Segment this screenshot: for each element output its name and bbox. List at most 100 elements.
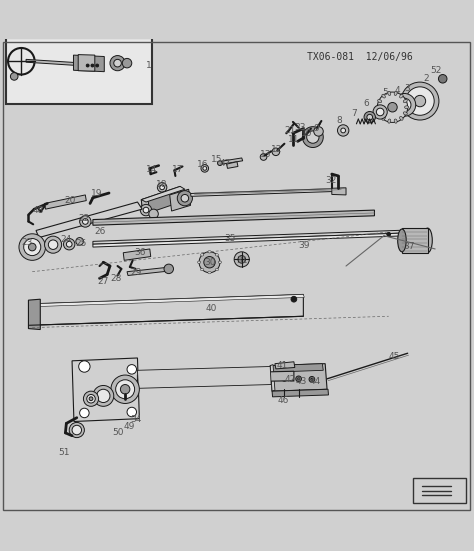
- Ellipse shape: [394, 119, 397, 123]
- Polygon shape: [93, 230, 409, 244]
- Text: 47: 47: [220, 159, 231, 168]
- Ellipse shape: [400, 116, 403, 120]
- Circle shape: [79, 361, 90, 372]
- Circle shape: [203, 166, 207, 170]
- Ellipse shape: [201, 268, 204, 271]
- Circle shape: [234, 252, 249, 267]
- Polygon shape: [78, 55, 95, 71]
- Ellipse shape: [423, 228, 432, 253]
- Text: 28: 28: [110, 274, 121, 283]
- Polygon shape: [93, 233, 409, 247]
- Text: 25: 25: [76, 239, 87, 249]
- Text: 11: 11: [288, 136, 300, 144]
- Circle shape: [260, 154, 267, 160]
- Circle shape: [64, 239, 75, 250]
- Text: 8: 8: [337, 116, 342, 126]
- Circle shape: [120, 385, 130, 394]
- Bar: [6, 37, 152, 104]
- Circle shape: [406, 87, 434, 115]
- Polygon shape: [270, 365, 275, 391]
- Text: 22: 22: [79, 214, 90, 223]
- Ellipse shape: [404, 106, 409, 109]
- Text: 2: 2: [424, 74, 429, 83]
- Text: 26: 26: [95, 227, 106, 236]
- Text: 13: 13: [260, 150, 271, 159]
- Text: 4: 4: [394, 85, 400, 95]
- Text: TX06-081  12/06/96: TX06-081 12/06/96: [307, 52, 413, 62]
- Polygon shape: [28, 299, 40, 329]
- Ellipse shape: [394, 91, 397, 95]
- Ellipse shape: [201, 253, 204, 256]
- Circle shape: [387, 233, 391, 236]
- Polygon shape: [93, 210, 374, 225]
- Circle shape: [91, 64, 94, 67]
- Polygon shape: [26, 60, 100, 67]
- Text: 52: 52: [430, 66, 442, 75]
- Circle shape: [122, 58, 132, 68]
- Circle shape: [311, 379, 313, 380]
- Text: 29: 29: [130, 268, 141, 277]
- Text: 15: 15: [211, 155, 223, 164]
- Circle shape: [367, 115, 373, 120]
- Circle shape: [10, 73, 18, 80]
- Circle shape: [97, 389, 110, 403]
- Text: 37: 37: [403, 241, 414, 251]
- Circle shape: [181, 195, 189, 202]
- Circle shape: [218, 161, 222, 165]
- Circle shape: [149, 209, 158, 219]
- Polygon shape: [141, 186, 182, 215]
- Ellipse shape: [403, 100, 407, 102]
- Circle shape: [110, 56, 125, 71]
- Text: 21: 21: [284, 126, 296, 135]
- Text: 9: 9: [313, 124, 319, 133]
- Circle shape: [393, 94, 416, 116]
- Circle shape: [298, 378, 300, 380]
- Text: 33: 33: [295, 123, 306, 132]
- Text: 27: 27: [98, 277, 109, 285]
- Text: 35: 35: [225, 234, 236, 243]
- Text: 18: 18: [156, 180, 168, 188]
- Circle shape: [157, 182, 167, 192]
- Circle shape: [28, 244, 36, 251]
- Ellipse shape: [208, 251, 211, 253]
- Circle shape: [238, 256, 246, 263]
- Text: 36: 36: [135, 249, 146, 257]
- Circle shape: [307, 131, 319, 143]
- Circle shape: [201, 165, 209, 172]
- Text: 19: 19: [91, 190, 103, 198]
- Text: 40: 40: [206, 304, 217, 313]
- Text: 41: 41: [277, 361, 288, 370]
- Text: 20: 20: [64, 196, 76, 205]
- Circle shape: [160, 185, 164, 190]
- Text: 51: 51: [59, 449, 70, 457]
- Circle shape: [87, 395, 95, 403]
- Bar: [413, 478, 466, 503]
- Text: 49: 49: [123, 422, 135, 431]
- Text: 7: 7: [352, 109, 357, 118]
- Polygon shape: [36, 202, 142, 237]
- Text: 45: 45: [389, 352, 400, 360]
- Ellipse shape: [403, 112, 407, 115]
- Polygon shape: [275, 362, 295, 369]
- Polygon shape: [218, 158, 243, 165]
- Polygon shape: [137, 371, 294, 383]
- Ellipse shape: [400, 94, 403, 98]
- Ellipse shape: [388, 119, 391, 123]
- Circle shape: [376, 108, 384, 116]
- Polygon shape: [141, 198, 150, 215]
- Polygon shape: [332, 188, 346, 195]
- Text: 16: 16: [197, 160, 209, 169]
- Circle shape: [96, 64, 99, 67]
- Circle shape: [83, 391, 99, 406]
- Text: 48: 48: [32, 206, 44, 214]
- Text: 12: 12: [271, 145, 283, 154]
- Circle shape: [377, 92, 408, 122]
- Text: 44: 44: [309, 377, 320, 386]
- Polygon shape: [127, 267, 172, 276]
- Text: 14: 14: [146, 165, 157, 174]
- Polygon shape: [137, 366, 271, 388]
- Polygon shape: [270, 364, 327, 391]
- Polygon shape: [170, 189, 191, 211]
- Circle shape: [111, 375, 139, 403]
- Circle shape: [296, 376, 301, 382]
